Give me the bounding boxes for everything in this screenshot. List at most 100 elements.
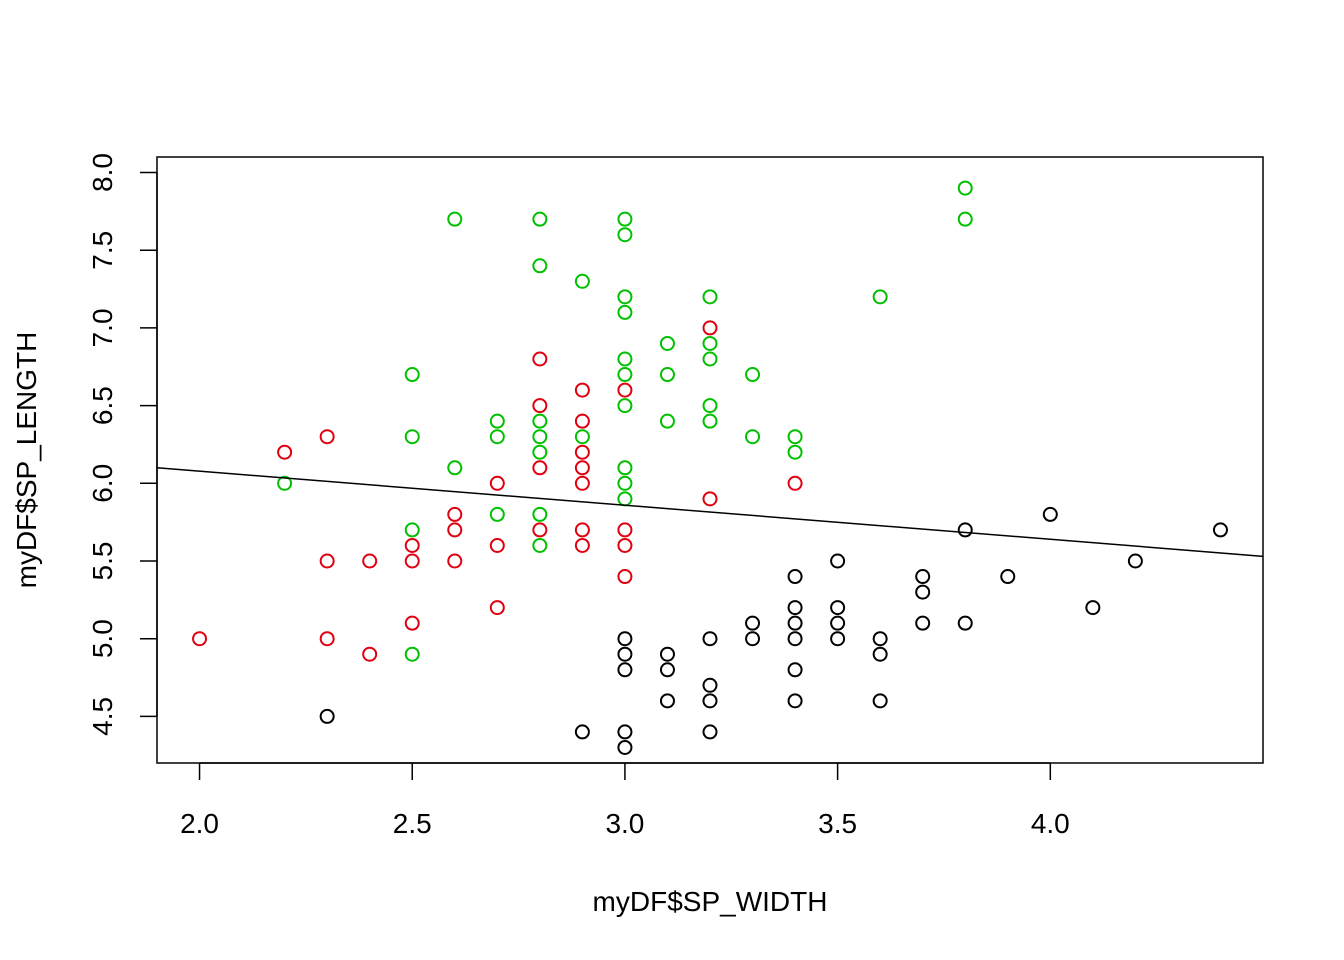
data-point xyxy=(617,382,633,398)
data-point xyxy=(617,724,633,740)
data-point xyxy=(659,662,675,678)
data-point xyxy=(277,444,293,460)
series-3 xyxy=(277,180,973,662)
data-point xyxy=(404,646,420,662)
data-point xyxy=(489,506,505,522)
series-2 xyxy=(192,320,803,662)
data-point xyxy=(702,289,718,305)
x-axis: 2.0 2.5 3.0 3.5 4.0 xyxy=(180,762,1070,839)
data-point xyxy=(787,475,803,491)
data-point xyxy=(574,273,590,289)
x-tick-label: 4.0 xyxy=(1031,808,1070,839)
data-point xyxy=(872,289,888,305)
data-point xyxy=(489,429,505,445)
data-point xyxy=(702,724,718,740)
data-point xyxy=(489,537,505,553)
data-point xyxy=(617,569,633,585)
data-point xyxy=(702,631,718,647)
regression-line-layer xyxy=(156,467,1264,558)
x-axis-label: myDF$SP_WIDTH xyxy=(593,886,828,917)
data-point xyxy=(830,631,846,647)
data-point xyxy=(1085,600,1101,616)
data-point xyxy=(574,413,590,429)
data-point xyxy=(617,631,633,647)
data-point xyxy=(574,382,590,398)
data-point xyxy=(447,553,463,569)
data-point xyxy=(574,537,590,553)
data-point xyxy=(745,615,761,631)
data-point xyxy=(574,475,590,491)
data-point xyxy=(404,367,420,383)
data-point xyxy=(787,429,803,445)
data-point xyxy=(617,460,633,476)
data-point xyxy=(702,491,718,507)
data-point xyxy=(277,475,293,491)
x-tick-label: 2.5 xyxy=(393,808,432,839)
data-point xyxy=(830,600,846,616)
data-point xyxy=(702,335,718,351)
data-point xyxy=(574,429,590,445)
regression-line xyxy=(156,467,1264,558)
data-point xyxy=(404,615,420,631)
series-1 xyxy=(319,506,1228,755)
data-point xyxy=(574,444,590,460)
data-point xyxy=(617,491,633,507)
data-point xyxy=(659,646,675,662)
data-point xyxy=(532,211,548,227)
data-point xyxy=(192,631,208,647)
data-point xyxy=(447,211,463,227)
data-point xyxy=(532,460,548,476)
data-point xyxy=(447,460,463,476)
data-point xyxy=(617,398,633,414)
data-point xyxy=(702,351,718,367)
data-point xyxy=(404,553,420,569)
data-point xyxy=(957,522,973,538)
data-point xyxy=(617,537,633,553)
data-point xyxy=(362,553,378,569)
data-point xyxy=(532,429,548,445)
data-point xyxy=(617,367,633,383)
data-point xyxy=(362,646,378,662)
data-point xyxy=(617,646,633,662)
data-point xyxy=(787,600,803,616)
plot-frame xyxy=(156,156,1264,764)
y-tick-label: 6.0 xyxy=(87,464,118,503)
data-point xyxy=(532,444,548,460)
data-point xyxy=(617,739,633,755)
data-point xyxy=(489,600,505,616)
x-tick-label: 3.5 xyxy=(818,808,857,839)
data-point xyxy=(745,631,761,647)
data-point xyxy=(532,258,548,274)
data-point xyxy=(787,631,803,647)
data-point xyxy=(659,367,675,383)
x-tick-label: 3.0 xyxy=(605,808,644,839)
data-point xyxy=(915,569,931,585)
data-point xyxy=(745,429,761,445)
data-point xyxy=(617,211,633,227)
data-point xyxy=(787,615,803,631)
data-point xyxy=(872,646,888,662)
data-point xyxy=(787,693,803,709)
y-axis: 4.5 5.0 5.5 6.0 6.5 7.0 7.5 8.0 xyxy=(87,153,158,736)
data-point xyxy=(1127,553,1143,569)
y-tick-label: 5.0 xyxy=(87,619,118,658)
data-point xyxy=(659,693,675,709)
data-point xyxy=(489,413,505,429)
data-point xyxy=(957,615,973,631)
data-point xyxy=(447,522,463,538)
data-point xyxy=(787,444,803,460)
data-point xyxy=(447,506,463,522)
data-point xyxy=(574,460,590,476)
data-point xyxy=(702,413,718,429)
points-layer xyxy=(192,180,1228,755)
data-point xyxy=(489,475,505,491)
y-tick-label: 8.0 xyxy=(87,153,118,192)
data-point xyxy=(532,398,548,414)
data-point xyxy=(872,693,888,709)
data-point xyxy=(830,553,846,569)
data-point xyxy=(957,211,973,227)
data-point xyxy=(787,569,803,585)
data-point xyxy=(787,662,803,678)
y-tick-label: 7.5 xyxy=(87,231,118,270)
